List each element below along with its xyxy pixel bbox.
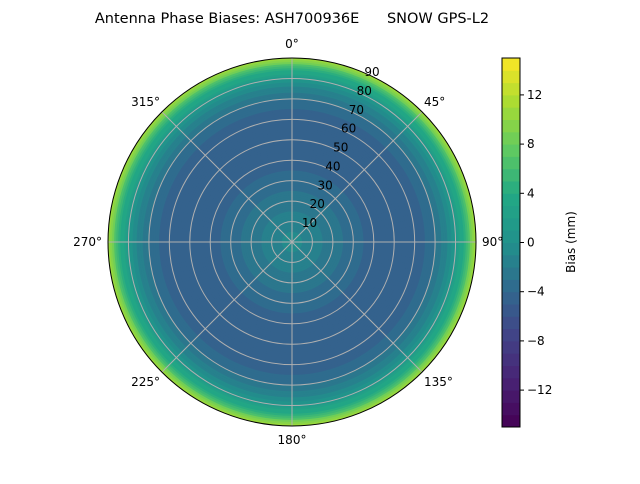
theta-tick-label: 180° — [278, 433, 307, 447]
r-tick-label: 90 — [364, 65, 379, 79]
colorbar-level — [502, 82, 520, 96]
theta-tick-label: 270° — [73, 235, 102, 249]
colorbar-level — [502, 58, 520, 71]
colorbar-level — [502, 119, 520, 133]
colorbar-tick-label: 8 — [527, 137, 535, 151]
colorbar-level — [502, 181, 520, 194]
colorbar-level — [502, 193, 520, 207]
colorbar-level — [502, 316, 520, 330]
colorbar-level — [502, 230, 520, 243]
colorbar-level — [502, 377, 520, 391]
r-tick-label: 80 — [357, 84, 372, 98]
theta-gridline — [161, 241, 293, 373]
colorbar-level — [502, 328, 520, 342]
colorbar-level — [502, 94, 520, 108]
colorbar-level — [502, 414, 520, 428]
colorbar-level — [502, 390, 520, 403]
r-tick-label: 60 — [341, 122, 356, 136]
theta-tick-label: 135° — [424, 375, 453, 389]
colorbar-level — [502, 279, 520, 293]
colorbar-level — [502, 107, 520, 120]
colorbar-level — [502, 291, 520, 305]
colorbar-tick-label: −4 — [527, 285, 545, 299]
colorbar-level — [502, 340, 520, 354]
colorbar-level — [502, 144, 520, 157]
colorbar-tick-label: −8 — [527, 334, 545, 348]
theta-gridline — [291, 241, 423, 373]
colorbar-tick-label: 4 — [527, 186, 535, 200]
theta-tick-label: 0° — [285, 37, 299, 51]
colorbar-level — [502, 365, 520, 379]
chart-title: Antenna Phase Biases: ASH700936E SNOW GP… — [95, 11, 489, 27]
colorbar-level — [502, 217, 520, 231]
theta-tick-label: 225° — [131, 375, 160, 389]
colorbar-level — [502, 168, 520, 182]
theta-tick-label: 90° — [482, 235, 503, 249]
colorbar-level — [502, 402, 520, 416]
colorbar-level — [502, 131, 520, 145]
r-tick-label: 30 — [317, 178, 332, 192]
colorbar-level — [502, 304, 520, 317]
theta-gridline — [161, 111, 293, 243]
theta-tick-label: 45° — [424, 95, 445, 109]
r-tick-label: 40 — [325, 159, 340, 173]
colorbar-tick-label: 0 — [527, 236, 535, 250]
polar-frame — [107, 57, 477, 427]
theta-gridline — [291, 111, 423, 243]
colorbar-level — [502, 242, 520, 256]
r-tick-label: 20 — [310, 197, 325, 211]
colorbar-tick-label: 12 — [527, 88, 542, 102]
colorbar-level — [502, 254, 520, 268]
colorbar-level — [502, 205, 520, 219]
theta-tick-label: 315° — [131, 95, 160, 109]
colorbar: −12 −8 −4 0 4 8 12 — [501, 57, 552, 428]
colorbar-level — [502, 156, 520, 170]
colorbar-level — [502, 353, 520, 366]
colorbar-tick-label: −12 — [527, 383, 552, 397]
colorbar-label: Bias (mm) — [564, 211, 578, 273]
polar-grid — [107, 57, 477, 427]
colorbar-level — [502, 70, 520, 84]
r-tick-label: 50 — [333, 141, 348, 155]
r-tick-label: 10 — [302, 216, 317, 230]
r-tick-label: 70 — [349, 103, 364, 117]
colorbar-level — [502, 267, 520, 280]
axis-labels: 0° 45° 90° 135° 180° 225° 270° 315° 10 20 30 40 50 60… — [73, 37, 503, 447]
